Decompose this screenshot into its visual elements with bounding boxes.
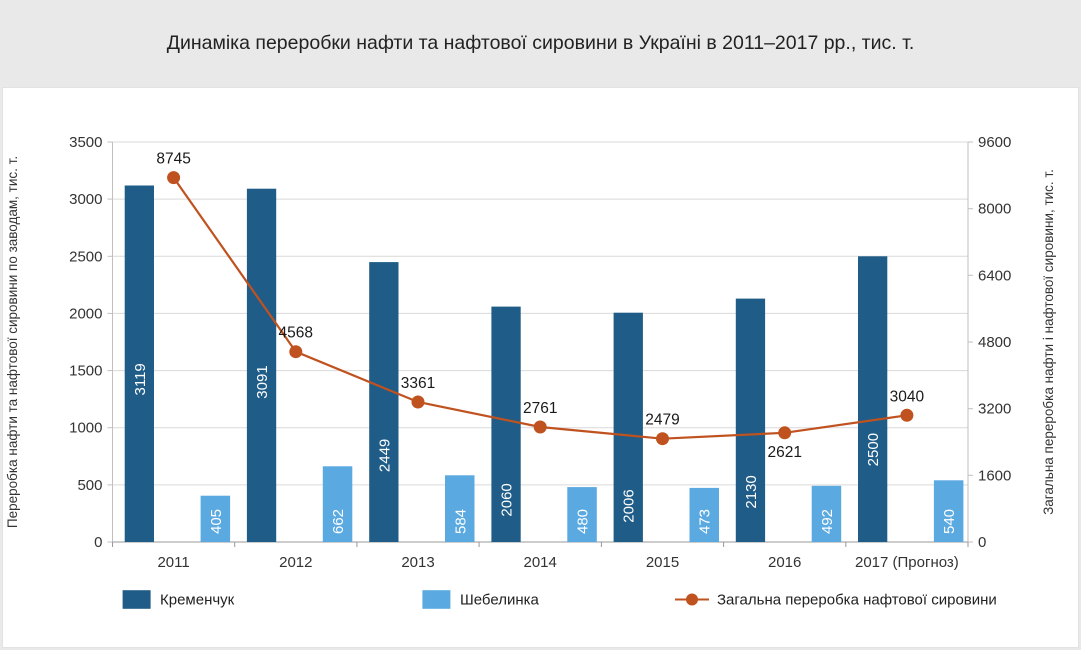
- svg-text:2015: 2015: [646, 554, 679, 571]
- svg-text:9600: 9600: [978, 134, 1011, 151]
- svg-text:2006: 2006: [621, 489, 638, 522]
- svg-text:480: 480: [575, 509, 592, 534]
- svg-text:1600: 1600: [978, 467, 1011, 484]
- svg-text:473: 473: [697, 509, 714, 534]
- svg-text:540: 540: [941, 509, 958, 534]
- svg-text:8745: 8745: [156, 151, 190, 168]
- svg-text:Кременчук: Кременчук: [160, 592, 235, 609]
- svg-text:2621: 2621: [767, 444, 801, 461]
- svg-text:2016: 2016: [768, 554, 801, 571]
- svg-text:Шебелинка: Шебелинка: [460, 592, 539, 609]
- svg-text:2013: 2013: [401, 554, 434, 571]
- svg-text:3500: 3500: [69, 134, 102, 151]
- svg-text:2761: 2761: [523, 400, 557, 417]
- svg-text:2000: 2000: [69, 305, 102, 322]
- svg-text:Переробка нафти та нафтової си: Переробка нафти та нафтової сировини по …: [5, 156, 20, 528]
- svg-text:0: 0: [978, 534, 986, 551]
- svg-text:2479: 2479: [645, 412, 679, 429]
- svg-text:Загальна переробка нафтової си: Загальна переробка нафтової сировини: [717, 592, 997, 609]
- svg-text:1500: 1500: [69, 363, 102, 380]
- svg-text:8000: 8000: [978, 201, 1011, 218]
- svg-text:2500: 2500: [865, 433, 882, 466]
- svg-text:4568: 4568: [279, 325, 313, 342]
- svg-text:584: 584: [452, 509, 469, 534]
- svg-text:500: 500: [77, 477, 102, 494]
- svg-text:Загальна переробка нафти і наф: Загальна переробка нафти і нафтової сиро…: [1041, 169, 1056, 515]
- svg-text:6400: 6400: [978, 267, 1011, 284]
- svg-text:3040: 3040: [890, 388, 925, 405]
- svg-text:3200: 3200: [978, 401, 1011, 418]
- svg-text:662: 662: [330, 509, 347, 534]
- svg-text:3119: 3119: [132, 363, 149, 395]
- svg-text:2011: 2011: [157, 554, 189, 571]
- svg-text:405: 405: [208, 509, 225, 534]
- svg-text:1000: 1000: [69, 420, 102, 437]
- svg-text:2500: 2500: [69, 248, 102, 265]
- svg-text:2130: 2130: [743, 475, 760, 508]
- svg-text:2014: 2014: [524, 554, 557, 571]
- svg-text:2017 (Прогноз): 2017 (Прогноз): [855, 554, 959, 571]
- svg-text:0: 0: [94, 534, 102, 551]
- svg-text:3000: 3000: [69, 191, 102, 208]
- svg-text:3091: 3091: [254, 365, 271, 398]
- svg-text:3361: 3361: [401, 375, 435, 392]
- svg-text:2012: 2012: [279, 554, 312, 571]
- svg-text:4800: 4800: [978, 334, 1011, 351]
- svg-text:492: 492: [819, 509, 836, 534]
- svg-text:2060: 2060: [499, 483, 516, 516]
- svg-text:2449: 2449: [376, 439, 393, 472]
